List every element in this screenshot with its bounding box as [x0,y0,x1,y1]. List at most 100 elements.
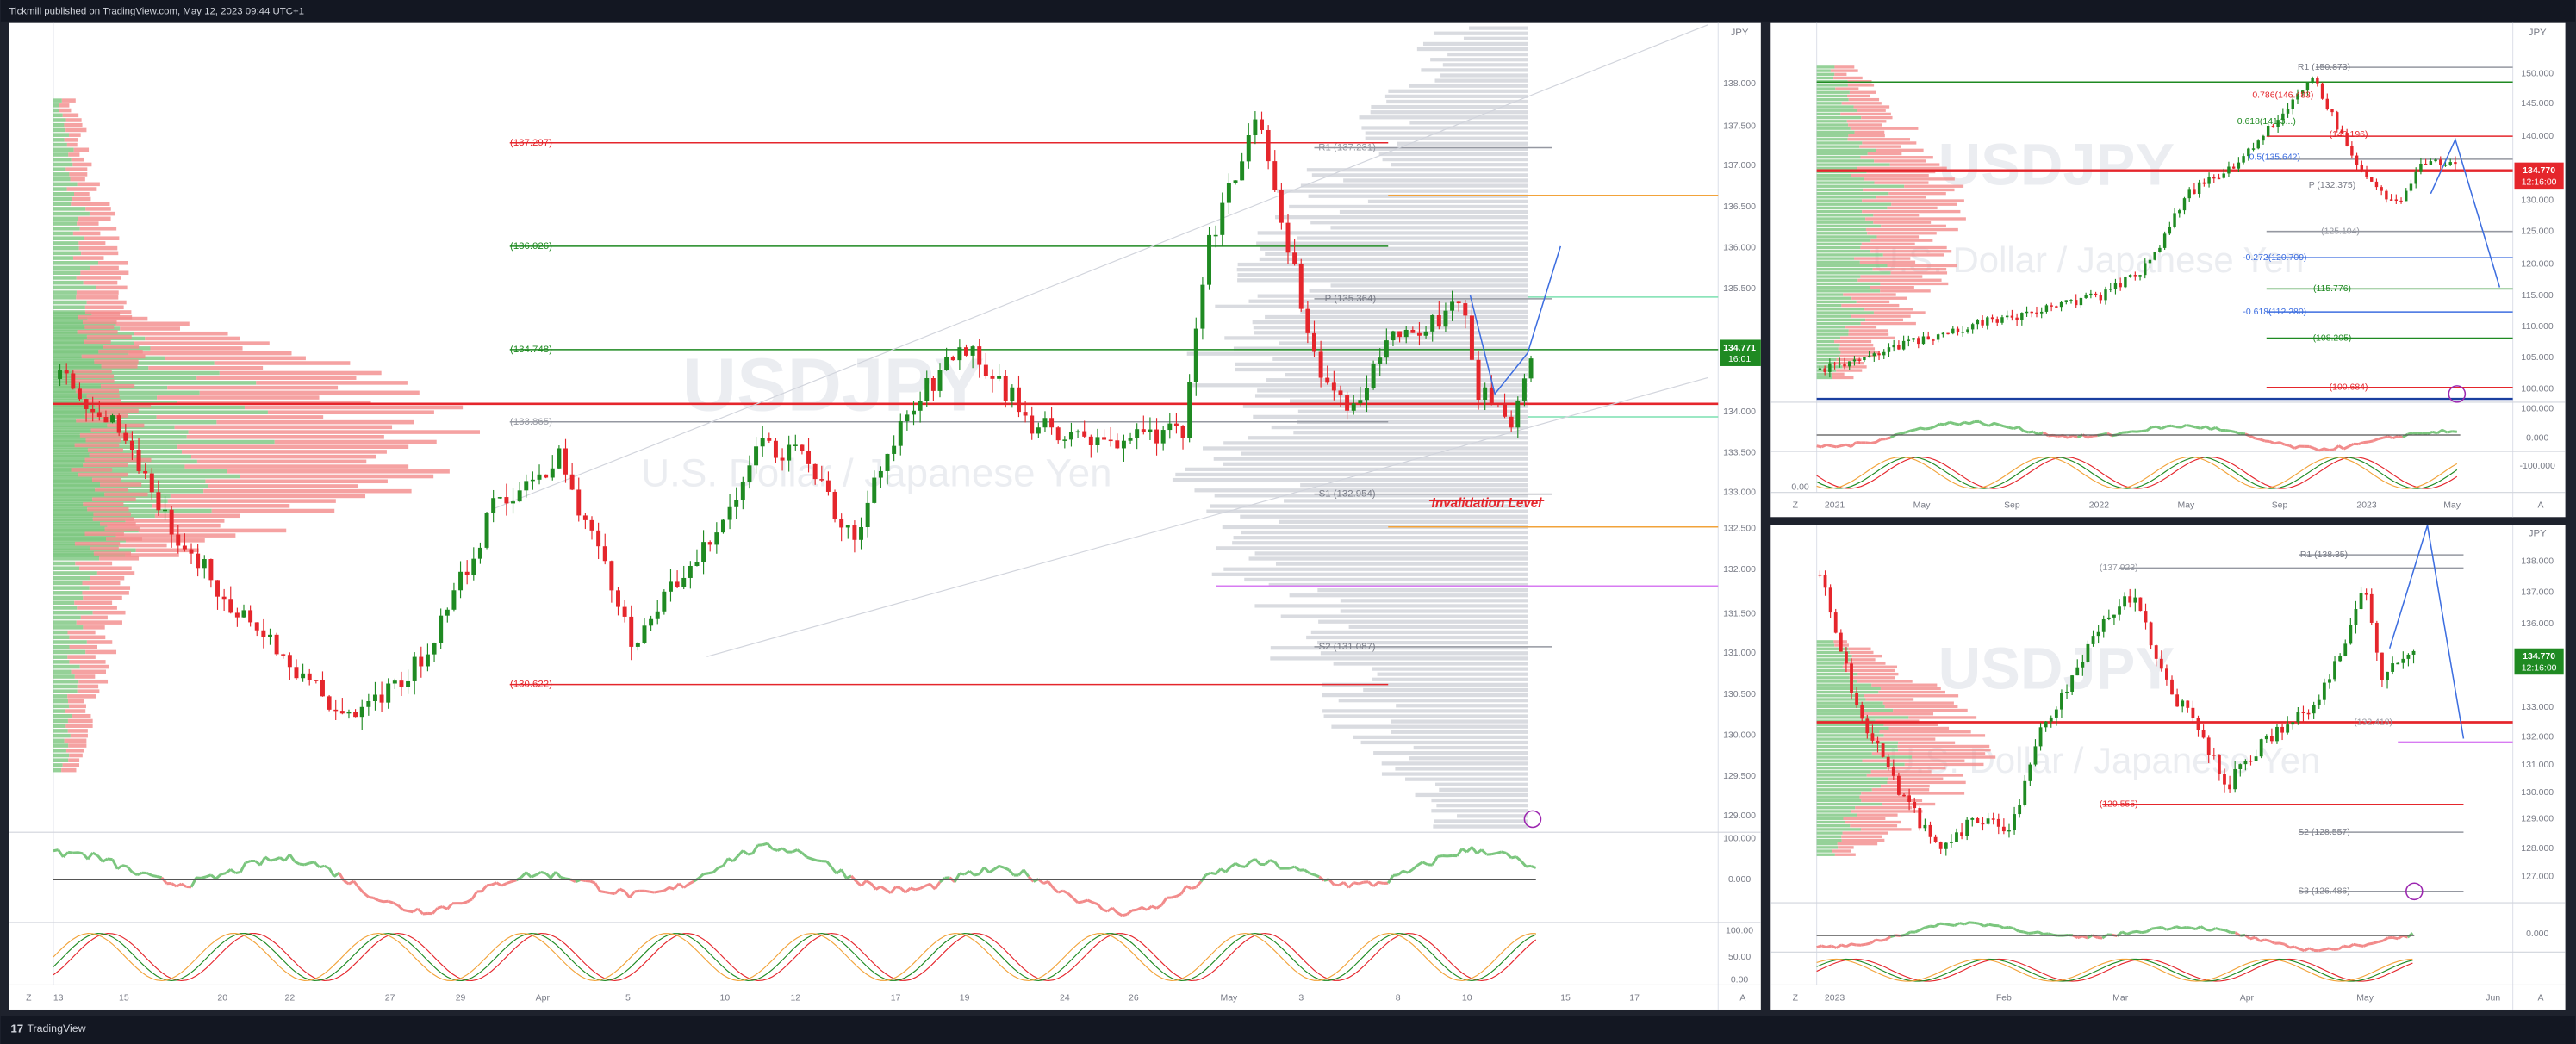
oscillator-line [2018,426,2025,432]
candle-body [1833,612,1838,633]
volume-profile-bar [1340,599,1528,603]
volume-profile-bar [150,346,243,351]
volume-profile-bar [1842,365,1867,369]
volume-profile-bar [1185,467,1528,472]
oscillator-line [1496,850,1503,855]
volume-profile-bar [1300,483,1528,488]
oscillator-line [2205,928,2212,932]
volume-profile-bar [53,147,74,152]
volume-profile-bar [87,448,123,452]
label: 134.770 [2523,652,2555,662]
volume-profile-bar [1279,341,1528,345]
label: JPY [1731,28,1749,38]
volume-profile-bar [69,172,88,177]
oscillator-line [392,901,399,907]
oscillator-line [1402,869,1409,874]
volume-profile-bar [1277,189,1528,193]
candle-body [379,694,384,703]
label: May [2356,993,2374,1003]
volume-profile-bar [1880,784,1930,788]
volume-profile-bar [53,517,93,521]
volume-profile-bar [53,418,77,423]
oscillator-line [156,874,163,879]
candle-body [2206,737,2211,755]
oscillator-line [289,854,296,863]
candle-body [930,378,936,391]
volume-profile-bar [1233,346,1528,351]
label: 15 [119,993,129,1003]
candle-body [2386,671,2389,680]
candle-body [58,370,63,379]
volume-profile-bar [1257,231,1528,235]
volume-profile-bar [71,202,110,206]
candle-body [1476,359,1481,401]
candle-body [2144,611,2148,623]
label: Invalidation Level [1432,496,1543,511]
oscillator-line [1480,848,1488,856]
oscillator-line [2259,438,2266,443]
oscillator-line [1293,865,1301,872]
candle-body [2325,98,2329,109]
volume-profile-bar [1908,716,1977,719]
oscillator-line [466,898,473,904]
volume-profile-bar [1285,372,1528,377]
volume-profile-bar [1232,541,1528,545]
candle-body [1881,743,1885,757]
volume-profile-bar [53,488,204,494]
candle-body [2414,171,2417,184]
volume-profile-bar [1373,751,1528,755]
volume-profile-bar [1845,668,1895,673]
candle-body [865,502,870,528]
volume-profile-bar [1843,293,1896,296]
candle-body [2118,606,2121,615]
volume-profile-bar [1257,294,1528,298]
candle-body [2144,263,2147,276]
volume-profile-bar [69,635,106,640]
volume-profile-bar [1864,177,1955,181]
candle-body [2369,593,2374,623]
oscillator-line [1195,880,1203,888]
volume-profile-bar [1248,436,1528,440]
volume-profile-bar [1871,683,1938,687]
volume-profile-bar [1871,752,1986,755]
oscillator-line [658,889,665,893]
volume-profile-bar [211,508,335,513]
label: 130.000 [2521,196,2554,205]
candle-body [2405,190,2408,202]
volume-profile-bar [76,295,119,300]
volume-profile-bar [1883,734,1986,737]
candle-body [359,706,364,718]
volume-profile-bar [1442,63,1528,67]
candle-body [2365,170,2368,177]
volume-profile-bar [53,763,63,767]
volume-profile-bar [53,479,206,484]
candle-body [2443,165,2448,166]
volume-profile-bar [115,321,190,326]
volume-profile-bar [53,345,103,349]
oscillator-line [1880,438,1886,441]
volume-profile-bar [53,457,85,463]
oscillator-line [1111,906,1118,914]
oscillator-line [491,881,498,886]
volume-profile-bar [1816,744,1898,749]
volume-profile-bar [1241,451,1528,456]
volume-profile-bar [1867,152,1902,156]
oscillator-line [432,907,439,915]
oscillator-line [408,910,414,914]
oscillator-line [377,898,384,904]
label: May [2443,501,2461,511]
oscillator-line [2175,925,2182,930]
volume-profile-bar [53,167,66,171]
oscillator-line [2077,935,2083,940]
oscillator-line [904,886,912,894]
oscillator-line [1988,923,1994,927]
label: JPY [2529,528,2547,538]
candle-body [2148,259,2152,264]
oscillator-line [1963,420,1970,426]
volume-profile-bar [1322,693,1528,698]
volume-profile-bar [59,103,70,108]
candle-body [701,542,706,562]
volume-profile-bar [1834,72,1847,76]
oscillator-line [1934,422,1941,428]
volume-profile-bar [53,374,74,379]
